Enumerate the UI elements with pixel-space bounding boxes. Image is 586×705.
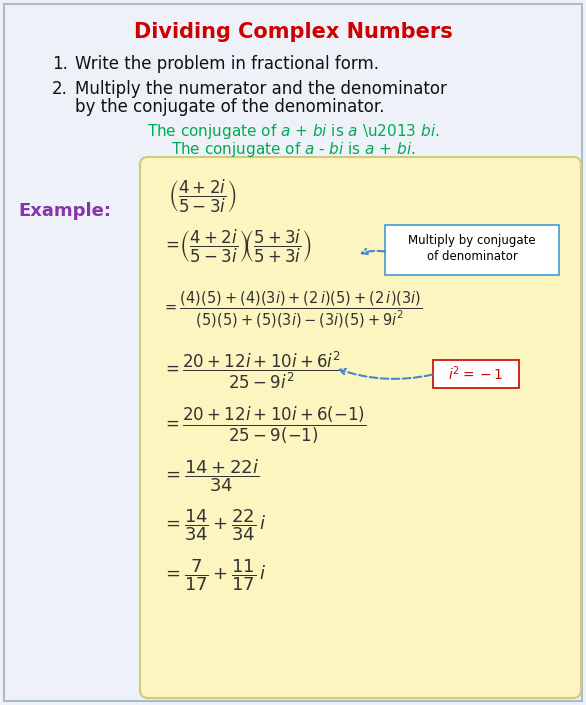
Text: $=\dfrac{14+22i}{34}$: $=\dfrac{14+22i}{34}$ [162, 457, 259, 494]
Text: The conjugate of $\it{a}$ + $\it{bi}$ is $\it{a}$ \u2013 $\it{bi}$.: The conjugate of $\it{a}$ + $\it{bi}$ is… [146, 122, 440, 141]
Text: $=\!\left(\dfrac{4+2i}{5-3i}\right)\!\!\left(\dfrac{5+3i}{5+3i}\right)$: $=\!\left(\dfrac{4+2i}{5-3i}\right)\!\!\… [162, 228, 312, 265]
Text: Example:: Example: [18, 202, 111, 220]
FancyBboxPatch shape [140, 157, 581, 698]
Text: $=\dfrac{20+12i+10i+6(-1)}{25-9(-1)}$: $=\dfrac{20+12i+10i+6(-1)}{25-9(-1)}$ [162, 405, 366, 446]
Text: $=\dfrac{20+12i+10i+6i^2}{25-9i^2}$: $=\dfrac{20+12i+10i+6i^2}{25-9i^2}$ [162, 350, 343, 391]
Text: $=\dfrac{7}{17}+\dfrac{11}{17}\,i$: $=\dfrac{7}{17}+\dfrac{11}{17}\,i$ [162, 557, 267, 593]
Text: Write the problem in fractional form.: Write the problem in fractional form. [75, 55, 379, 73]
Text: by the conjugate of the denominator.: by the conjugate of the denominator. [75, 98, 384, 116]
FancyBboxPatch shape [385, 225, 559, 275]
FancyBboxPatch shape [433, 360, 519, 388]
Text: 2.: 2. [52, 80, 68, 98]
Text: Multiply the numerator and the denominator: Multiply the numerator and the denominat… [75, 80, 447, 98]
Text: of denominator: of denominator [427, 250, 517, 263]
Text: 1.: 1. [52, 55, 68, 73]
Text: The conjugate of $\it{a}$ - $\it{bi}$ is $\it{a}$ + $\it{bi}$.: The conjugate of $\it{a}$ - $\it{bi}$ is… [171, 140, 415, 159]
Text: Multiply by conjugate: Multiply by conjugate [408, 234, 536, 247]
Text: $=\dfrac{(4)(5)+(4)(3i)+(2\,i)(5)+(2\,i)(3i)}{(5)(5)+(5)(3i)-(3i)(5)+9i^2}$: $=\dfrac{(4)(5)+(4)(3i)+(2\,i)(5)+(2\,i)… [162, 290, 423, 330]
Text: Dividing Complex Numbers: Dividing Complex Numbers [134, 22, 452, 42]
Text: $=\dfrac{14}{34}+\dfrac{22}{34}\,i$: $=\dfrac{14}{34}+\dfrac{22}{34}\,i$ [162, 507, 267, 543]
Text: $\left(\dfrac{4+2i}{5-3i}\right)$: $\left(\dfrac{4+2i}{5-3i}\right)$ [168, 178, 237, 215]
Text: $i^2=-1$: $i^2=-1$ [448, 364, 503, 384]
